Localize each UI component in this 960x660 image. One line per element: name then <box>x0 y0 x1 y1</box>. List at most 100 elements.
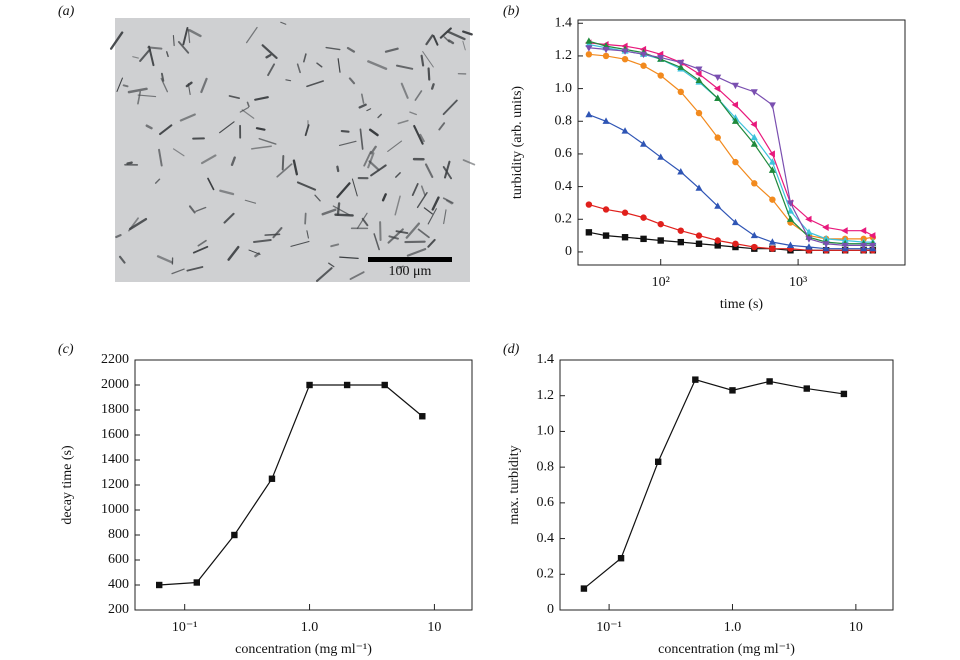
fibre <box>200 77 208 94</box>
fibre <box>368 128 379 137</box>
fibre <box>366 108 372 112</box>
marker <box>580 585 588 592</box>
y-tick-label: 1200 <box>101 477 129 492</box>
fibre <box>258 137 277 145</box>
marker <box>695 70 702 78</box>
fibre <box>285 79 292 82</box>
y-axis-label: turbidity (arb. units) <box>510 86 525 199</box>
marker <box>585 51 593 58</box>
series-line <box>588 42 874 237</box>
fibre <box>228 95 240 100</box>
fibre <box>116 77 123 93</box>
fibre <box>370 164 387 177</box>
fibre <box>321 208 337 216</box>
fibres <box>109 21 476 282</box>
marker <box>750 133 758 141</box>
fibre <box>219 121 235 134</box>
marker <box>621 56 629 63</box>
marker <box>695 76 703 83</box>
fibre <box>462 159 476 166</box>
fibre <box>303 53 307 63</box>
y-tick-label: 0.8 <box>537 459 555 474</box>
panel-label: (a) <box>58 4 75 19</box>
y-tick-label: 400 <box>108 577 129 592</box>
y-tick-label: 0.6 <box>537 495 555 510</box>
series-line <box>588 40 873 245</box>
marker <box>750 231 758 239</box>
marker <box>714 94 722 101</box>
y-tick-label: 1800 <box>101 402 129 417</box>
y-tick-label: 1.0 <box>555 81 573 96</box>
fibre <box>411 183 419 197</box>
marker <box>805 215 812 223</box>
y-tick-label: 2200 <box>101 352 129 367</box>
plot-frame <box>559 359 894 611</box>
scale-bar-label: 100 μm <box>389 264 432 279</box>
fibre <box>419 133 425 143</box>
y-tick-label: 0 <box>547 602 554 617</box>
plot-frame <box>134 359 473 611</box>
fibre <box>306 80 324 88</box>
marker <box>822 223 829 231</box>
y-tick-label: 0.8 <box>555 113 573 128</box>
fibre <box>267 63 276 77</box>
fibre <box>346 46 356 53</box>
fibre <box>290 240 310 247</box>
fibre <box>325 46 341 51</box>
marker <box>657 55 665 62</box>
marker <box>657 237 664 244</box>
marker <box>731 101 739 109</box>
marker <box>805 228 813 235</box>
fibre <box>443 209 447 225</box>
marker <box>769 196 776 203</box>
fibre <box>172 148 185 157</box>
fibre <box>356 212 368 229</box>
fibre <box>188 205 196 214</box>
marker <box>841 242 849 250</box>
series-line <box>588 53 873 240</box>
marker <box>768 166 776 173</box>
fibre <box>127 87 148 94</box>
fibre <box>413 124 424 145</box>
fibre <box>405 222 421 239</box>
panel-label: (d) <box>503 342 520 357</box>
fibre <box>424 163 434 178</box>
fibre <box>336 165 340 173</box>
fibre <box>195 206 207 212</box>
fibre <box>145 124 153 130</box>
fibre <box>406 248 427 257</box>
marker <box>841 227 848 235</box>
y-tick-label: 1600 <box>101 427 129 442</box>
fibre <box>160 77 169 93</box>
fibre <box>241 109 255 119</box>
fibre <box>254 252 261 258</box>
fibre <box>188 29 202 38</box>
fibre <box>367 152 375 169</box>
marker <box>786 207 794 214</box>
series-line <box>588 231 873 251</box>
y-tick-label: 0.4 <box>555 179 573 194</box>
fibre <box>109 31 124 50</box>
fibre <box>314 194 321 202</box>
fibre <box>276 163 293 178</box>
marker <box>602 52 610 60</box>
marker <box>268 475 276 482</box>
x-axis-label: concentration (mg ml⁻¹) <box>235 642 372 657</box>
fibre <box>159 124 173 136</box>
fibre <box>423 207 433 215</box>
fibre <box>254 96 269 101</box>
fibre <box>388 235 399 240</box>
fibre <box>427 67 431 81</box>
marker <box>617 555 625 562</box>
fibre <box>227 245 240 261</box>
marker <box>640 140 648 147</box>
fibre <box>172 34 175 47</box>
marker <box>419 413 426 420</box>
fibre <box>387 140 403 152</box>
fibre <box>337 58 341 73</box>
y-tick-label: 1.0 <box>537 424 555 439</box>
x-axis-label: time (s) <box>720 297 763 312</box>
y-tick-label: 600 <box>108 552 129 567</box>
fibre <box>261 44 278 59</box>
fibre <box>207 177 215 191</box>
